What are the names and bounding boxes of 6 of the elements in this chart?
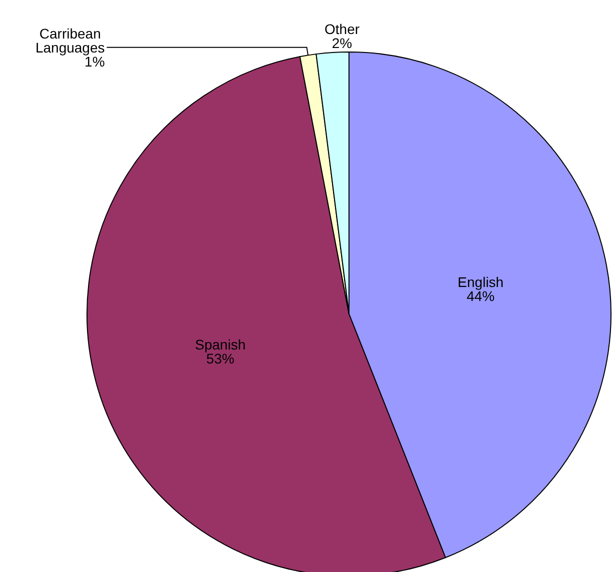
slice-label: Spanish <box>195 336 246 352</box>
slice-label: Other <box>324 21 360 37</box>
data-label: 53% <box>206 350 234 366</box>
slice-label: Carribean Languages <box>35 25 105 56</box>
slice-label: English <box>458 274 504 290</box>
data-label: 2% <box>332 35 352 51</box>
